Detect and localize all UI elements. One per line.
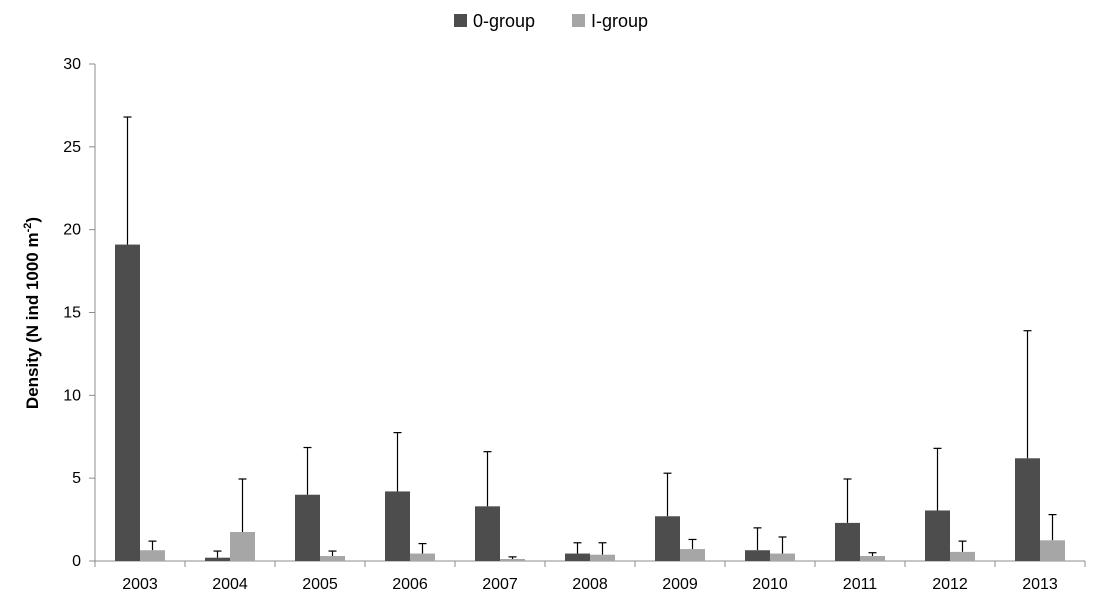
error-bar-i-group-2012 [958,540,967,552]
y-tick-label-5: 5 [72,470,81,487]
error-bar-i-group-2004 [238,478,247,533]
bar-0-group-2012 [925,510,950,561]
bar-0-group-2013 [1015,458,1040,561]
error-bar-0-group-2008 [573,542,582,554]
bar-0-group-2004 [205,557,230,561]
x-tick-label-2008: 2008 [572,576,608,593]
y-tick-label-0: 0 [72,553,81,570]
x-tick-label-2012: 2012 [932,576,968,593]
y-axis-label-close: ) [23,217,42,223]
bar-i-group-2006 [410,553,435,561]
legend-label-0-group: 0-group [473,11,535,31]
y-axis-label: Density (N ind 1000 m-2) [22,217,42,409]
x-tick-label-2013: 2013 [1022,576,1058,593]
bar-i-group-2010 [770,553,795,561]
y-axis-label-main: Density (N ind 1000 m [23,232,42,409]
error-bar-0-group-2003 [123,116,132,245]
bar-i-group-2007 [500,559,525,561]
error-bar-i-group-2007 [508,556,517,560]
error-bar-0-group-2007 [483,451,492,507]
bars [115,244,1065,561]
x-tick-label-2003: 2003 [122,576,158,593]
x-tick-label-2011: 2011 [843,576,878,593]
y-tick-label-20: 20 [63,222,81,239]
y-tick-label-25: 25 [63,139,81,156]
x-ticks: 2003 2004 2005 2006 2007 2008 2009 2010 2011 2012… [94,561,1086,593]
error-bar-0-group-2012 [933,447,942,511]
y-tick-label-10: 10 [63,387,81,404]
error-bar-i-group-2011 [868,552,877,557]
bar-0-group-2008 [565,553,590,561]
bar-i-group-2011 [860,556,885,561]
bar-0-group-2010 [745,550,770,561]
x-tick-label-2007: 2007 [482,576,518,593]
bar-i-group-2012 [950,551,975,561]
error-bar-0-group-2010 [753,527,762,551]
error-bar-0-group-2004 [213,550,222,558]
error-bar-0-group-2011 [843,478,852,523]
x-tick-label-2010: 2010 [752,576,788,593]
x-tick-label-2004: 2004 [212,576,248,593]
y-ticks: 0 5 10 15 20 25 30 [63,56,95,570]
error-bar-i-group-2005 [328,550,337,557]
error-bar-i-group-2009 [688,538,697,550]
legend-label-i-group: I-group [591,11,648,31]
error-bar-0-group-2013 [1023,330,1032,459]
error-bar-i-group-2013 [1048,514,1057,541]
x-tick-label-2009: 2009 [662,576,698,593]
y-tick-label-30: 30 [63,56,81,73]
bar-i-group-2005 [320,556,345,561]
error-bar-0-group-2006 [393,432,402,492]
bar-0-group-2006 [385,491,410,561]
bar-i-group-2003 [140,550,165,561]
error-bar-0-group-2009 [663,472,672,517]
bar-i-group-2013 [1040,540,1065,561]
error-bars [123,116,1057,560]
error-bar-i-group-2003 [148,540,157,551]
bar-0-group-2003 [115,244,140,561]
error-bar-i-group-2008 [598,542,607,555]
error-bar-i-group-2010 [778,536,787,554]
bar-i-group-2009 [680,549,705,561]
legend-swatch-0-group [454,14,467,27]
x-tick-label-2005: 2005 [302,576,338,593]
y-tick-label-15: 15 [63,305,81,322]
bar-0-group-2005 [295,494,320,561]
bar-0-group-2009 [655,516,680,561]
bar-0-group-2011 [835,522,860,561]
error-bar-i-group-2006 [418,543,427,554]
legend-swatch-i-group [572,14,585,27]
legend: 0-group I-group [454,11,648,31]
bar-0-group-2007 [475,506,500,561]
bar-i-group-2004 [230,532,255,561]
x-tick-label-2006: 2006 [392,576,428,593]
error-bar-0-group-2005 [303,446,312,495]
bar-i-group-2008 [590,554,615,561]
y-axis-label-superscript: -2 [22,223,34,233]
